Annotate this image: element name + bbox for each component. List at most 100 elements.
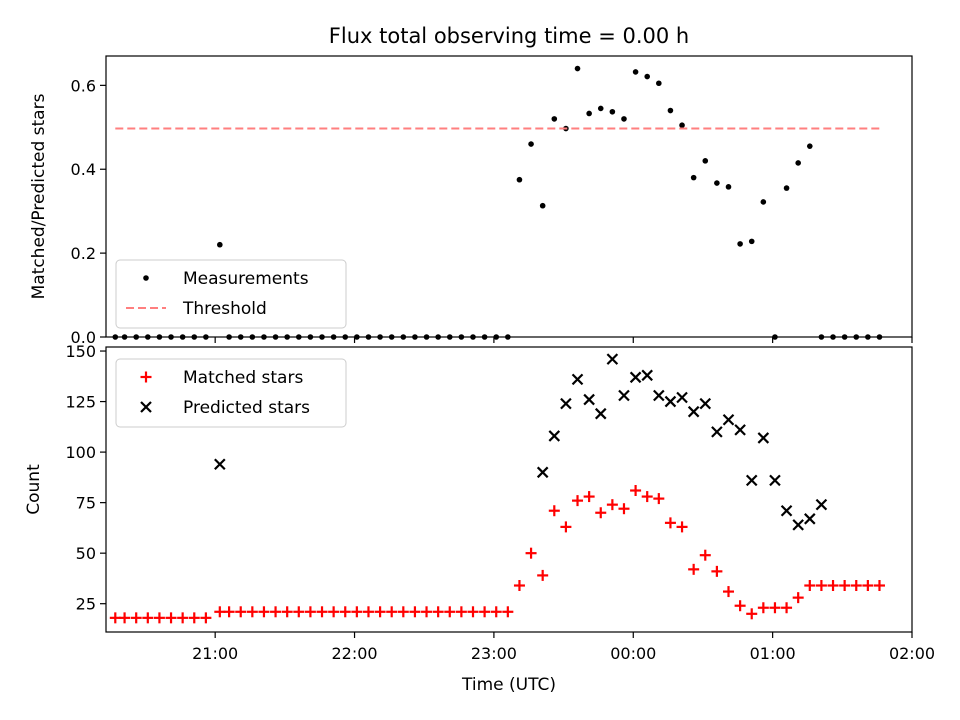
matched-star-point xyxy=(572,495,584,507)
matched-star-point xyxy=(490,606,502,618)
predicted-star-point xyxy=(618,389,630,402)
measurement-point xyxy=(121,334,128,340)
x-axis-label: Time (UTC) xyxy=(461,675,556,695)
y-tick-label: 0.6 xyxy=(71,76,96,95)
measurement-point xyxy=(806,143,813,149)
top-panel: 0.0 0.2 0.4 0.6 Matched/Predicted stars Measu… xyxy=(29,55,913,347)
predicted-marker-b xyxy=(722,413,735,426)
measurement-point xyxy=(156,334,163,340)
matched-star-point xyxy=(130,612,142,624)
matched-star-point xyxy=(421,606,433,618)
matched-star-point xyxy=(467,606,479,618)
predicted-marker-b xyxy=(734,424,746,436)
matched-star-point xyxy=(235,606,247,618)
matched-star-point xyxy=(560,521,572,533)
x-tick-label: 00:00 xyxy=(610,644,656,663)
predicted-marker-b xyxy=(214,458,226,471)
matched-star-point xyxy=(525,547,537,559)
measurement-point xyxy=(249,334,256,340)
measurement-point xyxy=(795,160,801,166)
matched-star-point xyxy=(688,563,700,575)
measurement-point xyxy=(481,334,488,340)
measurement-point xyxy=(168,334,174,340)
predicted-star-point xyxy=(780,504,793,517)
y-tick-label: 0.0 xyxy=(71,328,96,347)
y-axis-label: Matched/Predicted stars xyxy=(29,93,49,299)
measurement-point xyxy=(783,185,790,191)
measurement-point xyxy=(435,334,441,340)
legend-measurement-marker xyxy=(143,275,149,281)
measurement-point xyxy=(295,334,302,340)
measurement-point xyxy=(830,334,836,340)
measurement-point xyxy=(217,241,223,248)
measurement-point xyxy=(586,110,592,117)
measurement-point xyxy=(551,116,558,122)
legend-entry-label: Measurements xyxy=(183,269,309,289)
matched-star-point xyxy=(258,606,270,618)
matched-star-point xyxy=(316,606,328,618)
predicted-star-point xyxy=(769,474,781,487)
matched-star-point xyxy=(606,499,618,511)
predicted-marker-b xyxy=(594,407,607,420)
legend-entry-label: Predicted stars xyxy=(183,398,310,418)
x-tick-label: 22:00 xyxy=(331,644,377,663)
predicted-star-point xyxy=(594,407,607,420)
measurement-point xyxy=(853,334,860,340)
predicted-marker-b xyxy=(676,391,688,404)
predicted-marker-b xyxy=(548,430,561,442)
measurement-point xyxy=(203,334,209,340)
y-tick-label: 25 xyxy=(76,595,96,614)
predicted-marker-b xyxy=(653,389,665,402)
predicted-marker-b xyxy=(769,474,781,487)
measurement-point xyxy=(470,334,476,340)
measurement-point xyxy=(841,334,848,340)
measurement-point xyxy=(493,334,500,340)
measurement-point xyxy=(667,107,674,114)
matched-star-point xyxy=(757,602,769,614)
matched-star-point xyxy=(769,602,781,614)
measurement-point xyxy=(725,184,732,190)
y-tick-label: 75 xyxy=(76,494,96,513)
matched-star-point xyxy=(455,606,467,618)
matched-star-point xyxy=(804,580,816,592)
predicted-marker-b xyxy=(757,432,770,444)
matched-star-point xyxy=(328,606,340,618)
y-tick-label: 0.4 xyxy=(71,160,96,179)
predicted-marker-b xyxy=(745,474,758,487)
predicted-star-point xyxy=(757,432,770,444)
predicted-star-point xyxy=(699,397,712,410)
matched-star-point xyxy=(711,565,723,577)
measurement-point xyxy=(574,65,581,72)
measurement-point xyxy=(772,334,778,340)
x-tick-label: 01:00 xyxy=(750,644,796,663)
matched-star-point xyxy=(699,549,711,561)
matched-star-point xyxy=(293,606,305,618)
predicted-star-point xyxy=(653,389,665,402)
legend: Matched stars Predicted stars xyxy=(115,358,347,428)
predicted-star-point xyxy=(583,393,595,406)
measurement-point xyxy=(237,334,244,340)
predicted-star-point xyxy=(214,458,226,471)
predicted-star-point xyxy=(711,426,723,438)
predicted-marker-b xyxy=(687,405,700,418)
matched-star-point xyxy=(409,606,421,618)
measurement-point xyxy=(597,105,604,112)
measurement-point xyxy=(632,69,639,75)
matched-star-point xyxy=(850,580,862,592)
predicted-marker-b xyxy=(815,498,828,511)
measurement-point xyxy=(714,180,720,186)
measurement-point xyxy=(865,334,871,340)
predicted-star-point xyxy=(571,373,584,386)
predicted-star-point xyxy=(676,391,688,404)
measurement-point xyxy=(412,334,418,340)
predicted-star-point xyxy=(745,474,758,487)
matched-star-point xyxy=(723,586,735,598)
y-tick-label: 100 xyxy=(65,443,96,462)
predicted-star-point xyxy=(536,466,549,479)
predicted-star-point xyxy=(606,353,619,365)
predicted-star-point xyxy=(722,413,735,426)
measurement-point xyxy=(342,334,349,340)
predicted-marker-b xyxy=(536,466,549,479)
predicted-star-point xyxy=(734,424,746,436)
